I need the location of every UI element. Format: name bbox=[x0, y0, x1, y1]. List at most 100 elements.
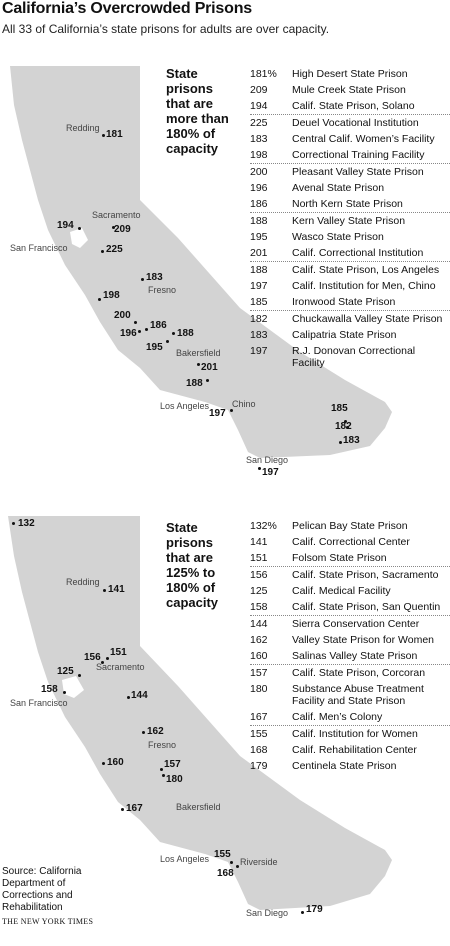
prison-map-label: 151 bbox=[110, 647, 127, 658]
prison-dot bbox=[121, 808, 124, 811]
prison-map-label: 183 bbox=[343, 435, 360, 446]
prison-dot bbox=[206, 379, 209, 382]
prison-dot bbox=[172, 332, 175, 335]
prison-row: 168 Calif. Rehabilitation Center bbox=[250, 742, 450, 758]
prison-name: Chuckawalla Valley State Prison bbox=[292, 313, 443, 325]
prison-name: Centinela State Prison bbox=[292, 760, 397, 772]
prison-dot bbox=[134, 321, 137, 324]
prison-map-label: 125 bbox=[57, 666, 74, 677]
prison-map-label: 209 bbox=[114, 224, 131, 235]
city-label-redding: Redding bbox=[66, 123, 100, 133]
prison-map-label: 196 bbox=[120, 328, 137, 339]
prison-map-label: 194 bbox=[57, 220, 74, 231]
heading-line: that are bbox=[166, 96, 213, 111]
heading-line: more than bbox=[166, 111, 229, 126]
sf-bay bbox=[62, 676, 84, 698]
prison-capacity: 183 bbox=[250, 133, 268, 145]
city-label-bakersfield: Bakersfield bbox=[176, 348, 221, 358]
city-label-chino: Chino bbox=[232, 399, 256, 409]
prison-row: 160 Salinas Valley State Prison bbox=[250, 648, 450, 664]
california-map-1 bbox=[10, 66, 392, 458]
prison-name: Avenal State Prison bbox=[292, 182, 385, 194]
prison-map-label: 132 bbox=[18, 518, 35, 529]
prison-list: 181% High Desert State Prison 209 Mule Cree… bbox=[250, 66, 450, 371]
prison-row: 157 Calif. State Prison, Corcoran bbox=[250, 664, 450, 681]
prison-name: R.J. Donovan Correctional Facility bbox=[292, 345, 416, 369]
prison-map-label: 141 bbox=[108, 584, 125, 595]
prison-name: Central Calif. Women’s Facility bbox=[292, 133, 435, 145]
prison-capacity: 180 bbox=[250, 683, 268, 695]
prison-capacity: 168 bbox=[250, 744, 268, 756]
prison-row: 144 Sierra Conservation Center bbox=[250, 615, 450, 632]
prison-map-label: 183 bbox=[146, 272, 163, 283]
prison-row: 209 Mule Creek State Prison bbox=[250, 82, 450, 98]
prison-capacity: 144 bbox=[250, 618, 268, 630]
prison-name: Calif. Medical Facility bbox=[292, 585, 391, 597]
prison-dot bbox=[162, 774, 165, 777]
heading-line: 180% of bbox=[166, 580, 216, 595]
prison-capacity: 182 bbox=[250, 313, 268, 325]
prison-map-label: 197 bbox=[262, 467, 279, 478]
prison-map-label: 180 bbox=[166, 774, 183, 785]
prison-name: Calif. State Prison, Sacramento bbox=[292, 569, 439, 581]
prison-capacity: 125 bbox=[250, 585, 268, 597]
prison-name: Calif. Institution for Women bbox=[292, 728, 418, 740]
prison-row: 158 Calif. State Prison, San Quentin bbox=[250, 599, 450, 615]
prison-dot bbox=[12, 522, 15, 525]
city-label-fresno: Fresno bbox=[148, 285, 177, 295]
california-map-2 bbox=[8, 516, 392, 910]
city-label-sacramento: Sacramento bbox=[92, 210, 141, 220]
city-label-san-diego: San Diego bbox=[246, 455, 289, 465]
prison-name: Calif. Institution for Men, Chino bbox=[292, 280, 436, 292]
prison-capacity: 195 bbox=[250, 231, 268, 243]
prison-name: Calif. State Prison, Solano bbox=[292, 100, 415, 112]
prison-map-label: 186 bbox=[150, 320, 167, 331]
prison-name: Pelican Bay State Prison bbox=[292, 520, 408, 532]
prison-capacity: 186 bbox=[250, 198, 268, 210]
heading-line: State bbox=[166, 66, 198, 81]
prison-capacity: 185 bbox=[250, 296, 268, 308]
city-label-san-diego: San Diego bbox=[246, 908, 289, 918]
prison-name: Calif. Men’s Colony bbox=[292, 711, 383, 723]
prison-row: 183 Calipatria State Prison bbox=[250, 327, 450, 343]
prison-name: Correctional Training Facility bbox=[292, 149, 425, 161]
prison-map-label: 181 bbox=[106, 129, 123, 140]
prison-dot bbox=[258, 467, 261, 470]
prison-name: Folsom State Prison bbox=[292, 552, 387, 564]
prison-row: 180 Substance Abuse Treatment Facility an… bbox=[250, 681, 450, 709]
prison-map-label: 160 bbox=[107, 757, 124, 768]
prison-row: 196 Avenal State Prison bbox=[250, 180, 450, 196]
prison-dot bbox=[166, 340, 169, 343]
heading-line: 125% to bbox=[166, 565, 216, 580]
prison-row: 141 Calif. Correctional Center bbox=[250, 534, 450, 550]
prison-dot bbox=[145, 328, 148, 331]
prison-row: 201 Calif. Correctional Institution bbox=[250, 245, 450, 261]
prison-row: 182 Chuckawalla Valley State Prison bbox=[250, 310, 450, 327]
source-note: Source: California Department of Correct… bbox=[2, 866, 82, 913]
map-panel-125-180: State prisons that are 125% to 180% of capaci… bbox=[0, 506, 450, 946]
prison-map-label: 185 bbox=[331, 403, 348, 414]
heading-line: that are bbox=[166, 550, 213, 565]
prison-capacity: 132% bbox=[250, 520, 277, 532]
prison-row: 194 Calif. State Prison, Solano bbox=[250, 98, 450, 114]
prison-name: North Kern State Prison bbox=[292, 198, 403, 210]
prison-capacity: 197 bbox=[250, 345, 268, 357]
prison-row: 156 Calif. State Prison, Sacramento bbox=[250, 566, 450, 583]
page-title: California’s Overcrowded Prisons bbox=[2, 0, 252, 17]
prison-capacity: 183 bbox=[250, 329, 268, 341]
prison-dot bbox=[127, 696, 130, 699]
prison-dot bbox=[197, 363, 200, 366]
prison-map-label: 156 bbox=[84, 652, 101, 663]
city-label-bakersfield: Bakersfield bbox=[176, 802, 221, 812]
prison-row: 132% Pelican Bay State Prison bbox=[250, 518, 450, 534]
prison-map-label: 155 bbox=[214, 849, 231, 860]
prison-capacity: 197 bbox=[250, 280, 268, 292]
heading-line: capacity bbox=[166, 595, 219, 610]
city-label-sacramento: Sacramento bbox=[96, 662, 145, 672]
prison-map-label: 168 bbox=[217, 868, 234, 879]
prison-map-label: 162 bbox=[147, 726, 164, 737]
prison-row: 155 Calif. Institution for Women bbox=[250, 725, 450, 742]
heading-line: prisons bbox=[166, 535, 213, 550]
city-label-san-francisco: San Francisco bbox=[10, 243, 68, 253]
heading-line: State bbox=[166, 520, 198, 535]
